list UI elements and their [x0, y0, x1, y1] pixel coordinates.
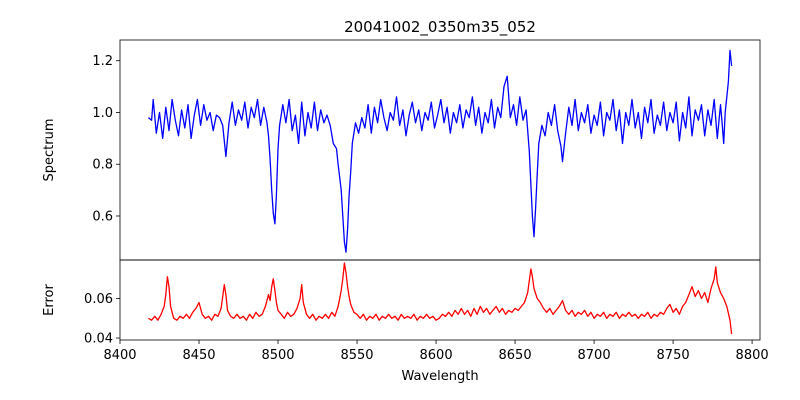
- x-tick-label: 8550: [340, 348, 373, 363]
- error-y-tick-label: 0.06: [84, 292, 113, 307]
- error-line-group: [148, 262, 733, 335]
- spectrum-series-line: [147, 49, 733, 253]
- x-tick-label: 8700: [578, 348, 611, 363]
- error-panel: 0.04 0.06 8400 8450 8500 8550 8600 8650 8700 875…: [42, 259, 769, 384]
- error-x-ticks: 8400 8450 8500 8550 8600 8650 8700 8750 8800: [103, 340, 769, 363]
- spectrum-y-ticks: 0.6 0.8 1.0 1.2: [92, 54, 120, 225]
- error-plot-area: [119, 259, 761, 341]
- spectrum-y-tick-label: 0.6: [92, 210, 113, 225]
- spectrum-plot-area: [119, 39, 761, 261]
- error-y-axis-label: Error: [42, 284, 57, 316]
- error-series-line: [148, 262, 733, 335]
- spectrum-panel: 0.6 0.8 1.0 1.2 Spectrum: [42, 39, 761, 261]
- spectrum-y-tick-label: 0.8: [92, 158, 113, 173]
- x-tick-label: 8400: [103, 348, 136, 363]
- spectrum-y-tick-label: 1.2: [92, 54, 113, 69]
- error-y-tick-label: 0.04: [84, 332, 113, 347]
- x-tick-label: 8750: [657, 348, 690, 363]
- spectrum-y-axis-label: Spectrum: [42, 119, 57, 182]
- x-tick-label: 8650: [499, 348, 532, 363]
- spectrum-y-tick-label: 1.0: [92, 106, 113, 121]
- x-tick-label: 8450: [182, 348, 215, 363]
- x-tick-label: 8800: [736, 348, 769, 363]
- spectrum-line-group: [147, 49, 733, 253]
- x-axis-label: Wavelength: [401, 369, 478, 384]
- x-tick-label: 8600: [420, 348, 453, 363]
- x-tick-label: 8500: [261, 348, 294, 363]
- error-y-ticks: 0.04 0.06: [84, 292, 120, 347]
- chart-title: 20041002_0350m35_052: [344, 18, 536, 37]
